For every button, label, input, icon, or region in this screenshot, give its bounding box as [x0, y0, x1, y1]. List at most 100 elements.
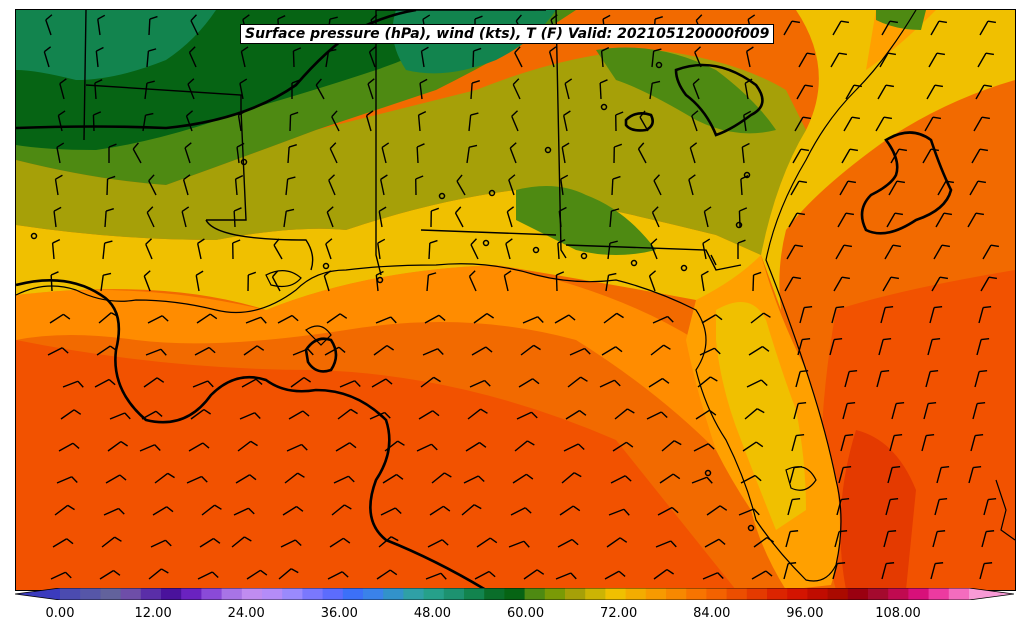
wind-barb-flag: [301, 443, 308, 451]
wind-barb-shaft: [845, 84, 855, 100]
wind-barb-flag: [468, 270, 476, 277]
wind-barb-flag: [981, 338, 990, 341]
wind-barb-shaft: [799, 307, 805, 324]
wind-barb-flag: [623, 508, 630, 516]
wind-barb-flag: [671, 506, 679, 514]
wind-barb-flag: [714, 347, 721, 355]
wind-barb-shaft: [840, 435, 846, 452]
wind-barb-shaft: [326, 211, 334, 228]
wind-barb-flag: [350, 408, 358, 415]
wind-barb-shaft: [146, 212, 155, 228]
wind-barb-shaft: [702, 572, 719, 580]
wind-barb-shaft: [975, 84, 985, 100]
wind-barb-flag: [840, 20, 850, 24]
wind-barb-shaft: [239, 412, 256, 420]
wind-barb-shaft: [743, 115, 747, 132]
wind-barb-flag: [719, 505, 728, 511]
colorbar-bin: [827, 588, 849, 600]
wind-barb-flag: [943, 212, 953, 216]
wind-barb-shaft: [830, 52, 840, 68]
wind-barb-shaft: [141, 410, 157, 420]
wind-barb-flag: [845, 434, 854, 437]
colorbar-bin: [868, 588, 889, 600]
wind-barb-shaft: [103, 507, 119, 516]
wind-barb-flag: [936, 52, 946, 56]
wind-barb-shaft: [967, 212, 977, 228]
wind-barb-flag: [394, 507, 402, 514]
wind-barb-flag: [615, 346, 623, 353]
wind-barb-shaft: [431, 472, 445, 484]
colorbar-bin: [625, 588, 647, 600]
wind-barb-shaft: [689, 147, 696, 164]
colorbar-bin: [847, 588, 869, 600]
wind-barb-shaft: [420, 376, 435, 388]
colorbar-bin: [322, 588, 344, 600]
colorbar-bin: [120, 588, 142, 600]
wind-barb-flag: [537, 316, 544, 324]
wind-barb-flag: [61, 347, 69, 354]
wind-barb-flag: [983, 84, 993, 88]
wind-barb-flag: [762, 345, 770, 352]
wind-barb-shaft: [746, 379, 762, 388]
wind-barb-flag: [440, 572, 447, 580]
colorbar-bin: [807, 588, 829, 600]
wind-barb-flag: [471, 80, 480, 84]
wind-barb-shaft: [650, 344, 665, 356]
wind-barb-flag: [103, 272, 112, 276]
wind-barb-shaft: [508, 179, 515, 196]
wind-barb-flag: [614, 379, 621, 387]
wind-barb-shaft: [476, 537, 491, 548]
wind-barb-shaft: [235, 474, 251, 484]
wind-barb-flag: [71, 476, 78, 484]
wind-barb-shaft: [753, 537, 768, 548]
wind-barb-flag: [437, 348, 444, 356]
wind-barb-flag: [344, 504, 352, 510]
wind-barb-shaft: [59, 83, 65, 100]
colorbar-bin: [60, 588, 81, 600]
wind-barb-flag: [273, 238, 280, 246]
wind-barb-shaft: [97, 19, 101, 36]
wind-barb-flag: [148, 174, 155, 182]
wind-barb-shaft: [879, 52, 889, 68]
colorbar-bin: [605, 588, 627, 600]
wind-barb-shaft: [511, 115, 519, 132]
wind-barb-flag: [887, 52, 897, 56]
wind-barb-flag: [894, 434, 903, 437]
wind-barb-shaft: [283, 211, 287, 228]
wind-barb-flag: [473, 504, 482, 510]
wind-barb-flag: [934, 84, 944, 88]
wind-barb-flag: [287, 176, 296, 180]
wind-barb-flag: [792, 498, 801, 501]
colorbar-bin: [948, 588, 970, 600]
wind-barb-flag: [339, 313, 348, 319]
wind-barb-flag: [979, 148, 989, 152]
wind-barb-flag: [479, 441, 487, 448]
wind-barb-flag: [584, 347, 591, 355]
wind-barb-flag: [307, 348, 314, 356]
wind-barb-flag: [331, 110, 338, 118]
wind-barb-shaft: [245, 316, 262, 324]
wind-barb-shaft: [56, 476, 73, 484]
wind-barb-shaft: [231, 536, 245, 548]
wind-barb-flag: [790, 530, 799, 533]
wind-barb-shaft: [96, 345, 111, 356]
wind-barb-shaft: [886, 212, 896, 228]
wind-barb-flag: [328, 174, 336, 181]
colorbar-tick-label: 36.00: [320, 606, 358, 621]
wind-barb-flag: [96, 46, 104, 52]
wind-barb-shaft: [792, 148, 802, 164]
wind-barb-shaft: [688, 179, 694, 196]
wind-barb-flag: [480, 408, 488, 414]
wind-barb-flag: [666, 569, 675, 575]
wind-barb-flag: [145, 112, 154, 116]
wind-barb-shaft: [925, 371, 931, 388]
colorbar-bin: [80, 588, 101, 600]
wind-barb-flag: [148, 48, 157, 52]
wind-barb-shaft: [691, 476, 708, 484]
wind-barb-shaft: [751, 570, 767, 580]
wind-barb-flag: [753, 508, 760, 516]
wind-barb-shaft: [599, 379, 615, 388]
wind-barb-shaft: [57, 115, 63, 132]
temperature-shading: [16, 10, 1015, 590]
wind-barb-flag: [58, 110, 66, 116]
